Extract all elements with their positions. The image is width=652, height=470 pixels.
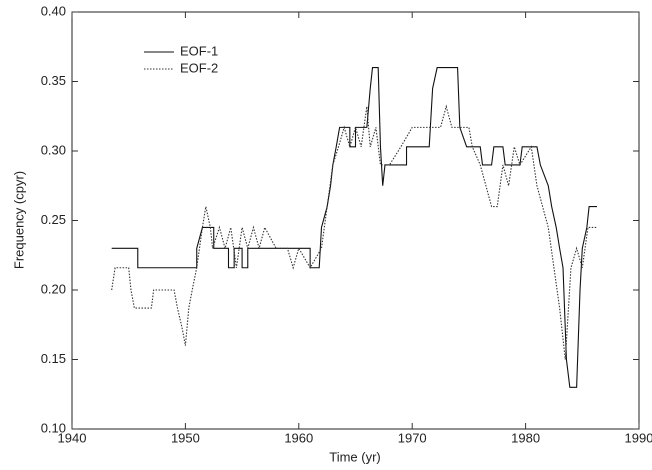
series-line: [111, 104, 598, 360]
x-axis-label: Time (yr): [329, 449, 381, 464]
legend-label: EOF-2: [180, 60, 218, 75]
x-tick-label: 1990: [625, 430, 652, 445]
x-tick-label: 1960: [284, 430, 313, 445]
x-tick-label: 1970: [398, 430, 427, 445]
legend-label: EOF-1: [180, 43, 218, 58]
y-tick-label: 0.35: [41, 73, 66, 88]
x-tick-label: 1980: [511, 430, 540, 445]
y-tick-label: 0.20: [41, 281, 66, 296]
y-tick-label: 0.10: [41, 420, 66, 435]
x-tick-label: 1940: [58, 430, 87, 445]
series-line: [111, 67, 598, 388]
y-tick-label: 0.15: [41, 351, 66, 366]
y-axis-label: Frequency (cpyr): [11, 171, 26, 269]
plot-frame: [71, 11, 640, 430]
y-tick-label: 0.40: [41, 3, 66, 18]
x-tick-label: 1950: [171, 430, 200, 445]
y-tick-label: 0.25: [41, 212, 66, 227]
y-tick-label: 0.30: [41, 142, 66, 157]
